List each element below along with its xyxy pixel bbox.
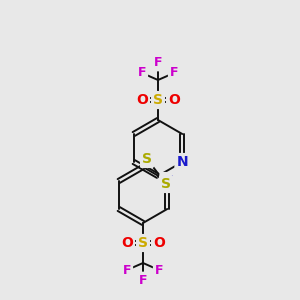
Text: F: F (139, 274, 147, 286)
Text: S: S (138, 236, 148, 250)
Text: N: N (161, 174, 173, 188)
Text: F: F (123, 263, 131, 277)
Text: S: S (161, 177, 171, 191)
Text: F: F (155, 263, 163, 277)
Text: O: O (121, 236, 133, 250)
Text: F: F (138, 67, 146, 80)
Text: S: S (142, 152, 152, 166)
Text: S: S (153, 93, 163, 107)
Text: O: O (153, 236, 165, 250)
Text: N: N (176, 155, 188, 169)
Text: F: F (170, 67, 178, 80)
Text: O: O (168, 93, 180, 107)
Text: O: O (136, 93, 148, 107)
Text: F: F (154, 56, 162, 70)
